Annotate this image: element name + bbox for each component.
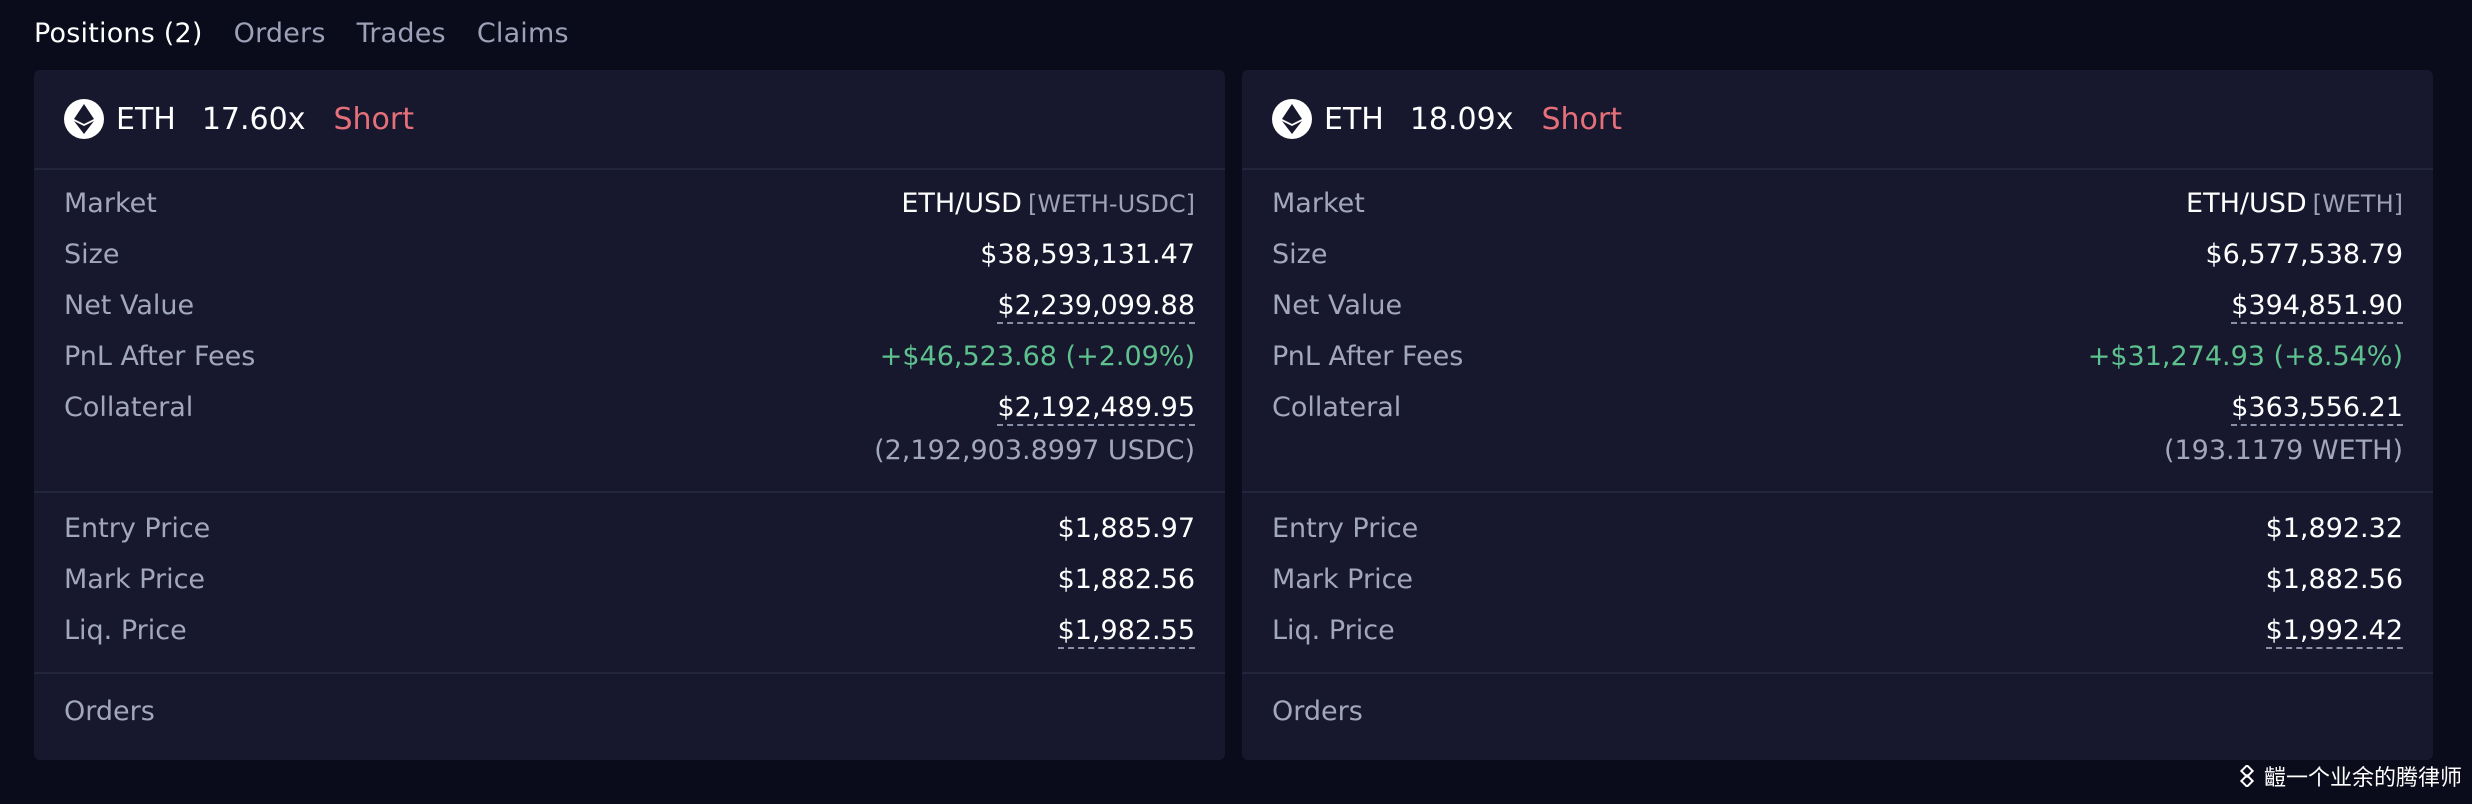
price-details: Entry Price $1,885.97 Mark Price $1,882.…: [34, 493, 1225, 674]
market-tag: [WETH-USDC]: [1027, 190, 1195, 218]
size-row: Size $38,593,131.47: [64, 239, 1195, 290]
tab-claims[interactable]: Claims: [476, 17, 569, 49]
orders-link[interactable]: Orders: [64, 696, 155, 727]
position-leverage: 18.09x: [1409, 101, 1514, 137]
market-row: Market ETH/USD [WETH-USDC]: [64, 188, 1195, 239]
position-details: Market ETH/USD [WETH] Size $6,577,538.79 …: [1242, 170, 2433, 493]
collateral-value[interactable]: $363,556.21: [2231, 392, 2403, 426]
size-label: Size: [1272, 239, 1328, 270]
orders-section: Orders: [1242, 674, 2433, 727]
collateral-label: Collateral: [1272, 392, 1402, 423]
position-symbol: ETH: [1324, 101, 1384, 137]
market-value: ETH/USD [WETH]: [2186, 188, 2403, 219]
binance-square-icon: [2239, 765, 2255, 787]
position-details: Market ETH/USD [WETH-USDC] Size $38,593,1…: [34, 170, 1225, 493]
eth-icon: [1272, 99, 1312, 139]
mark-price-label: Mark Price: [64, 564, 206, 595]
liq-price-row: Liq. Price $1,992.42: [1272, 615, 2403, 666]
position-card: ETH 18.09x Short Market ETH/USD [WETH] Si…: [1242, 70, 2433, 760]
tab-orders[interactable]: Orders: [233, 17, 326, 49]
market-label: Market: [64, 188, 157, 219]
watermark: 䶣一个业余的腾律师: [2236, 760, 2462, 792]
entry-price-row: Entry Price $1,885.97: [64, 513, 1195, 564]
watermark-text: 䶣一个业余的腾律师: [2263, 766, 2462, 791]
market-value: ETH/USD [WETH-USDC]: [901, 188, 1195, 219]
eth-icon: [64, 99, 104, 139]
collateral-value-group: $2,192,489.95 (2,192,903.8997 USDC): [874, 392, 1195, 466]
market-pair: ETH/USD: [901, 188, 1022, 219]
market-pair: ETH/USD: [2186, 188, 2307, 219]
liq-price-row: Liq. Price $1,982.55: [64, 615, 1195, 666]
mark-price-label: Mark Price: [1272, 564, 1414, 595]
collateral-label: Collateral: [64, 392, 194, 423]
pnl-value: +$31,274.93 (+8.54%): [2087, 341, 2403, 372]
position-side: Short: [333, 101, 414, 137]
entry-price-value: $1,885.97: [1057, 513, 1195, 544]
liq-price-label: Liq. Price: [1272, 615, 1395, 646]
market-row: Market ETH/USD [WETH]: [1272, 188, 2403, 239]
size-label: Size: [64, 239, 120, 270]
position-symbol: ETH: [116, 101, 176, 137]
collateral-row: Collateral $2,192,489.95 (2,192,903.8997…: [64, 392, 1195, 478]
size-value: $6,577,538.79: [2205, 239, 2403, 270]
pnl-row: PnL After Fees +$31,274.93 (+8.54%): [1272, 341, 2403, 392]
market-tag: [WETH]: [2312, 190, 2403, 218]
pnl-value: +$46,523.68 (+2.09%): [879, 341, 1195, 372]
net-value-row: Net Value $394,851.90: [1272, 290, 2403, 341]
collateral-token-amount: (2,192,903.8997 USDC): [874, 435, 1195, 466]
positions-tabs: Positions (2) Orders Trades Claims: [34, 12, 600, 54]
pnl-label: PnL After Fees: [1272, 341, 1464, 372]
tab-positions[interactable]: Positions (2): [34, 17, 203, 49]
entry-price-row: Entry Price $1,892.32: [1272, 513, 2403, 564]
position-card: ETH 17.60x Short Market ETH/USD [WETH-USD…: [34, 70, 1225, 760]
collateral-row: Collateral $363,556.21 (193.1179 WETH): [1272, 392, 2403, 478]
price-details: Entry Price $1,892.32 Mark Price $1,882.…: [1242, 493, 2433, 674]
size-value: $38,593,131.47: [980, 239, 1195, 270]
position-leverage: 17.60x: [201, 101, 306, 137]
net-value-label: Net Value: [64, 290, 195, 321]
position-side: Short: [1541, 101, 1622, 137]
pnl-row: PnL After Fees +$46,523.68 (+2.09%): [64, 341, 1195, 392]
orders-link[interactable]: Orders: [1272, 696, 1363, 727]
size-row: Size $6,577,538.79: [1272, 239, 2403, 290]
net-value-value[interactable]: $2,239,099.88: [997, 290, 1195, 324]
mark-price-value: $1,882.56: [2265, 564, 2403, 595]
pnl-label: PnL After Fees: [64, 341, 256, 372]
net-value-row: Net Value $2,239,099.88: [64, 290, 1195, 341]
mark-price-value: $1,882.56: [1057, 564, 1195, 595]
liq-price-label: Liq. Price: [64, 615, 187, 646]
tab-trades[interactable]: Trades: [356, 17, 446, 49]
collateral-value-group: $363,556.21 (193.1179 WETH): [2164, 392, 2403, 466]
mark-price-row: Mark Price $1,882.56: [64, 564, 1195, 615]
mark-price-row: Mark Price $1,882.56: [1272, 564, 2403, 615]
net-value-label: Net Value: [1272, 290, 1403, 321]
liq-price-value[interactable]: $1,992.42: [2265, 615, 2403, 649]
liq-price-value[interactable]: $1,982.55: [1057, 615, 1195, 649]
position-header[interactable]: ETH 17.60x Short: [34, 70, 1225, 170]
position-header[interactable]: ETH 18.09x Short: [1242, 70, 2433, 170]
entry-price-label: Entry Price: [1272, 513, 1419, 544]
orders-section: Orders: [34, 674, 1225, 727]
net-value-value[interactable]: $394,851.90: [2231, 290, 2403, 324]
collateral-token-amount: (193.1179 WETH): [2163, 435, 2403, 466]
entry-price-label: Entry Price: [64, 513, 211, 544]
market-label: Market: [1272, 188, 1365, 219]
collateral-value[interactable]: $2,192,489.95: [997, 392, 1195, 426]
entry-price-value: $1,892.32: [2265, 513, 2403, 544]
